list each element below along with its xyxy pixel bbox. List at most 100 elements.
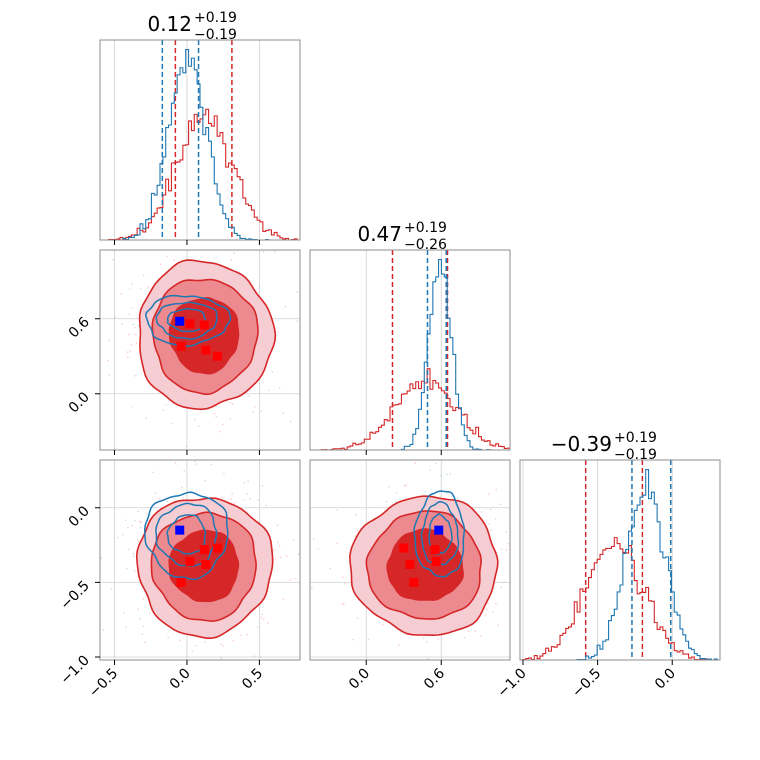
sample-point [248, 395, 250, 398]
sample-point [126, 351, 129, 353]
sample-point [229, 402, 232, 404]
sample-point [485, 613, 487, 616]
histogram-series_a [100, 48, 300, 240]
scatter-panel-p0-p2 [100, 435, 325, 681]
sample-point [276, 541, 279, 544]
sample-point [403, 484, 406, 487]
sample-point [139, 441, 141, 443]
sample-point [173, 259, 175, 262]
sample-point [222, 423, 224, 426]
sample-point [267, 389, 270, 392]
sample-point [131, 524, 134, 527]
sample-point [450, 495, 453, 498]
sample-point [437, 638, 440, 640]
y-tick-label: 0.6 [66, 314, 93, 341]
sample-point [499, 503, 502, 506]
panel-frame [519, 459, 721, 661]
contour-series_a [155, 301, 218, 340]
sample-point [278, 387, 281, 390]
sample-point [494, 518, 497, 520]
sample-point [352, 638, 354, 641]
sample-point [398, 644, 400, 647]
marker-series_b [185, 319, 195, 329]
sample-point [512, 507, 514, 509]
title-value: 0.12 [147, 12, 192, 36]
panel-frame [99, 39, 301, 241]
sample-point [128, 288, 131, 291]
sample-point [505, 549, 508, 551]
sample-point [154, 492, 157, 495]
sample-point [354, 535, 357, 537]
sample-point [137, 325, 140, 327]
scatter-panel-p1-p2 [296, 460, 514, 692]
sample-point [243, 482, 246, 484]
sample-point [162, 409, 165, 411]
sample-point [232, 640, 235, 642]
sample-point [341, 576, 344, 578]
sample-point [440, 475, 443, 477]
hist-panel-p0 [100, 40, 300, 240]
sample-point [131, 283, 133, 285]
hist-panel-p1 [310, 250, 510, 450]
sample-point [276, 524, 279, 527]
sample-point [296, 291, 298, 293]
sample-point [111, 231, 113, 233]
sample-point [497, 624, 499, 626]
sample-point [114, 316, 116, 319]
sample-point [272, 549, 275, 551]
sample-point [319, 570, 321, 572]
sample-point [204, 479, 207, 482]
panel-frame [309, 459, 511, 661]
sample-point [128, 313, 131, 315]
sample-point [129, 350, 131, 352]
sample-point [121, 533, 124, 536]
sample-point [329, 567, 332, 570]
sample-point [254, 405, 256, 408]
sample-point [505, 530, 507, 533]
marker-series_b [199, 320, 209, 330]
marker-series_b [176, 577, 186, 587]
histogram-series_b [520, 537, 720, 660]
sample-point [134, 375, 137, 377]
sample-point [239, 634, 242, 637]
sample-point [230, 259, 233, 261]
sample-point [181, 486, 183, 489]
sample-point [265, 504, 268, 507]
marker-series_b [431, 556, 441, 566]
sample-point [204, 641, 206, 643]
sample-point [154, 198, 156, 200]
y-tick-label: 0.0 [66, 503, 93, 530]
panel-frame [99, 249, 301, 451]
sample-point [391, 676, 393, 678]
sample-point [127, 526, 129, 529]
sample-point [142, 597, 145, 600]
sample-point [491, 611, 494, 613]
marker-series_b [399, 543, 409, 553]
sample-point [218, 203, 220, 205]
sample-point [223, 473, 225, 475]
sample-point [115, 435, 117, 437]
marker-series_a [175, 525, 185, 535]
histogram-series_a [310, 258, 510, 450]
sample-point [142, 274, 145, 277]
sample-point [231, 403, 234, 406]
sample-point [383, 660, 385, 662]
y-tick-label: −1.0 [57, 653, 92, 688]
sample-point [487, 602, 489, 605]
sample-point [173, 498, 176, 500]
sample-point [388, 485, 390, 488]
sample-point [132, 555, 135, 558]
sample-point [98, 298, 100, 300]
sample-point [361, 690, 363, 692]
sample-point [231, 679, 233, 681]
sample-point [341, 603, 344, 606]
sample-point [297, 553, 300, 555]
sample-point [166, 255, 168, 258]
sample-point [124, 519, 127, 522]
sample-point [252, 411, 254, 413]
contour-series_a [166, 514, 207, 555]
sample-point [257, 499, 259, 501]
sample-point [127, 356, 129, 358]
sample-point [323, 618, 325, 620]
sample-point [296, 598, 298, 600]
